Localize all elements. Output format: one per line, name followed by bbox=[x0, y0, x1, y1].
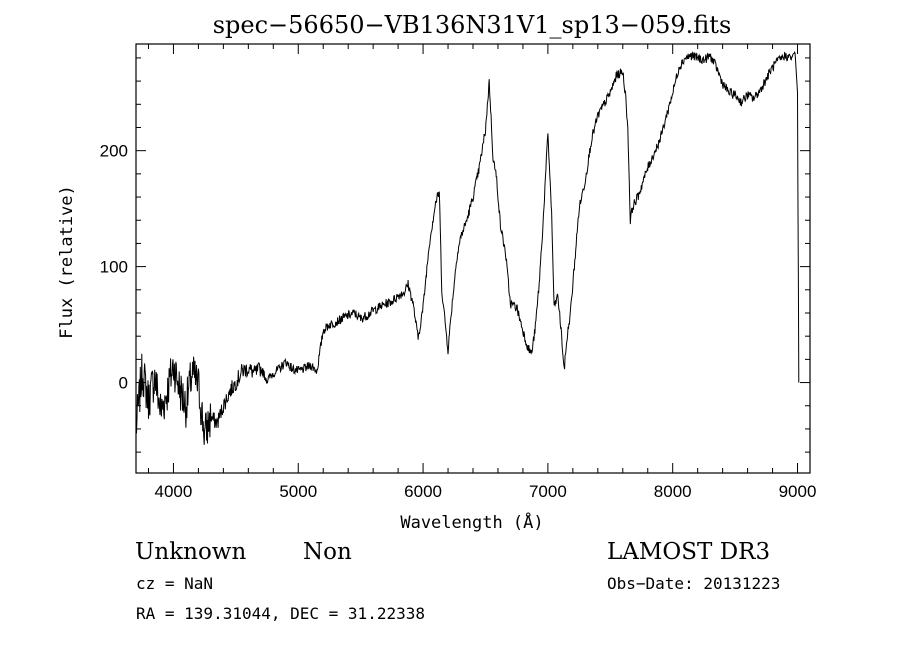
y-tick-labels: 0 100 200 bbox=[100, 142, 128, 393]
observation-date: Obs−Date: 20131223 bbox=[607, 574, 780, 593]
x-axis-label: Wavelength (Å) bbox=[400, 511, 543, 533]
x-tick-label: 6000 bbox=[404, 482, 442, 501]
sky-coordinates: RA = 139.31044, DEC = 31.22338 bbox=[136, 604, 425, 623]
y-tick-label: 100 bbox=[100, 258, 128, 277]
x-tick-labels: 4000 5000 6000 7000 8000 9000 bbox=[155, 482, 817, 501]
x-tick-label: 7000 bbox=[529, 482, 567, 501]
x-tick-label: 5000 bbox=[279, 482, 317, 501]
axis-ticks bbox=[136, 44, 810, 473]
x-tick-label: 4000 bbox=[155, 482, 193, 501]
object-class: Unknown bbox=[135, 539, 246, 565]
y-tick-label: 200 bbox=[100, 142, 128, 161]
x-tick-label: 8000 bbox=[654, 482, 692, 501]
object-subclass: Non bbox=[303, 539, 352, 565]
x-tick-label: 9000 bbox=[779, 482, 817, 501]
redshift-cz: cz = NaN bbox=[136, 574, 213, 593]
plot-frame bbox=[135, 43, 811, 474]
survey-name: LAMOST DR3 bbox=[607, 539, 770, 565]
spectrum-series-line bbox=[135, 51, 800, 445]
y-axis-label: Flux (relative) bbox=[57, 185, 77, 339]
chart-title: spec−56650−VB136N31V1_sp13−059.fits bbox=[213, 11, 732, 39]
y-tick-label: 0 bbox=[119, 374, 128, 393]
